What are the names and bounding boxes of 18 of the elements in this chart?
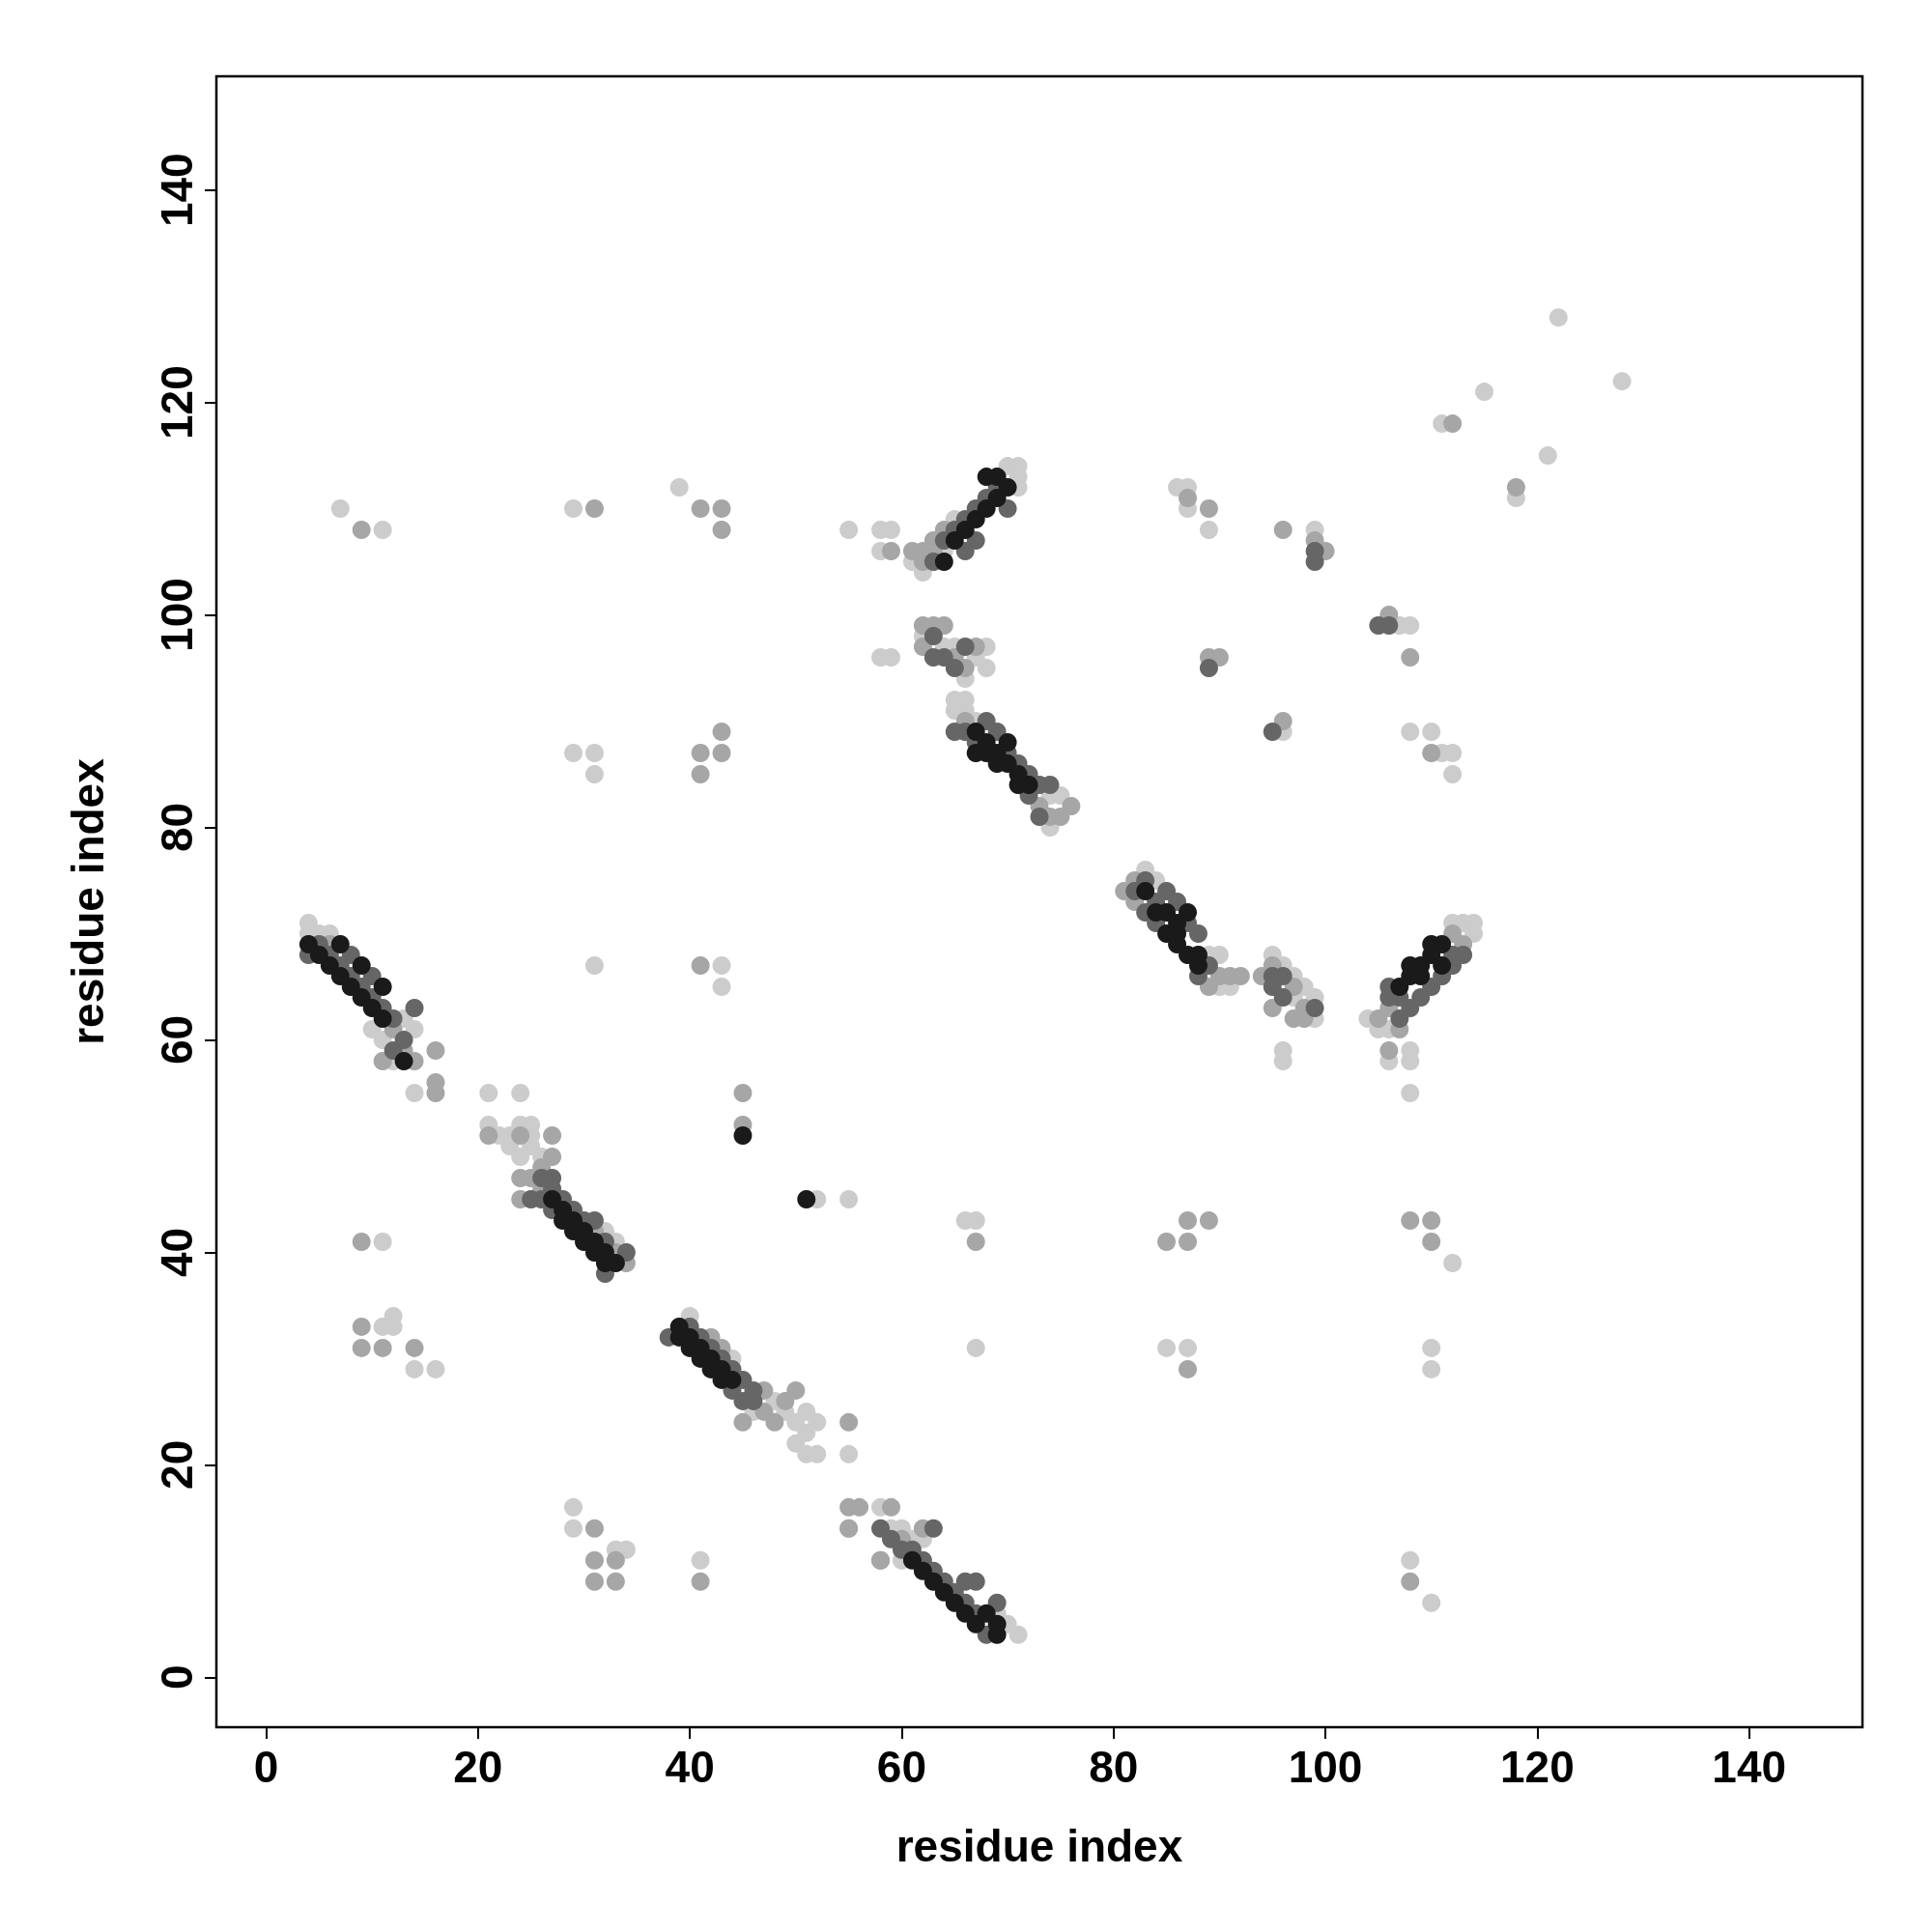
x-tick-label: 100 (1288, 1742, 1363, 1792)
x-tick-label: 60 (876, 1742, 927, 1792)
y-axis-title: residue index (63, 757, 113, 1045)
x-tick-label: 80 (1089, 1742, 1139, 1792)
y-tick-label: 0 (152, 1664, 202, 1690)
x-tick-label: 20 (453, 1742, 503, 1792)
y-tick-label: 120 (152, 365, 202, 440)
x-tick-label: 40 (665, 1742, 715, 1792)
y-tick-label: 60 (152, 1014, 202, 1065)
y-tick-label: 100 (152, 578, 202, 652)
x-tick-label: 120 (1499, 1742, 1575, 1792)
x-tick-label: 140 (1712, 1742, 1787, 1792)
x-tick-label: 0 (253, 1742, 279, 1792)
y-tick-label: 40 (152, 1227, 202, 1277)
y-tick-label: 20 (152, 1439, 202, 1490)
y-tick-label: 80 (152, 802, 202, 853)
x-axis-title: residue index (895, 1821, 1183, 1871)
y-tick-label: 140 (152, 153, 202, 228)
